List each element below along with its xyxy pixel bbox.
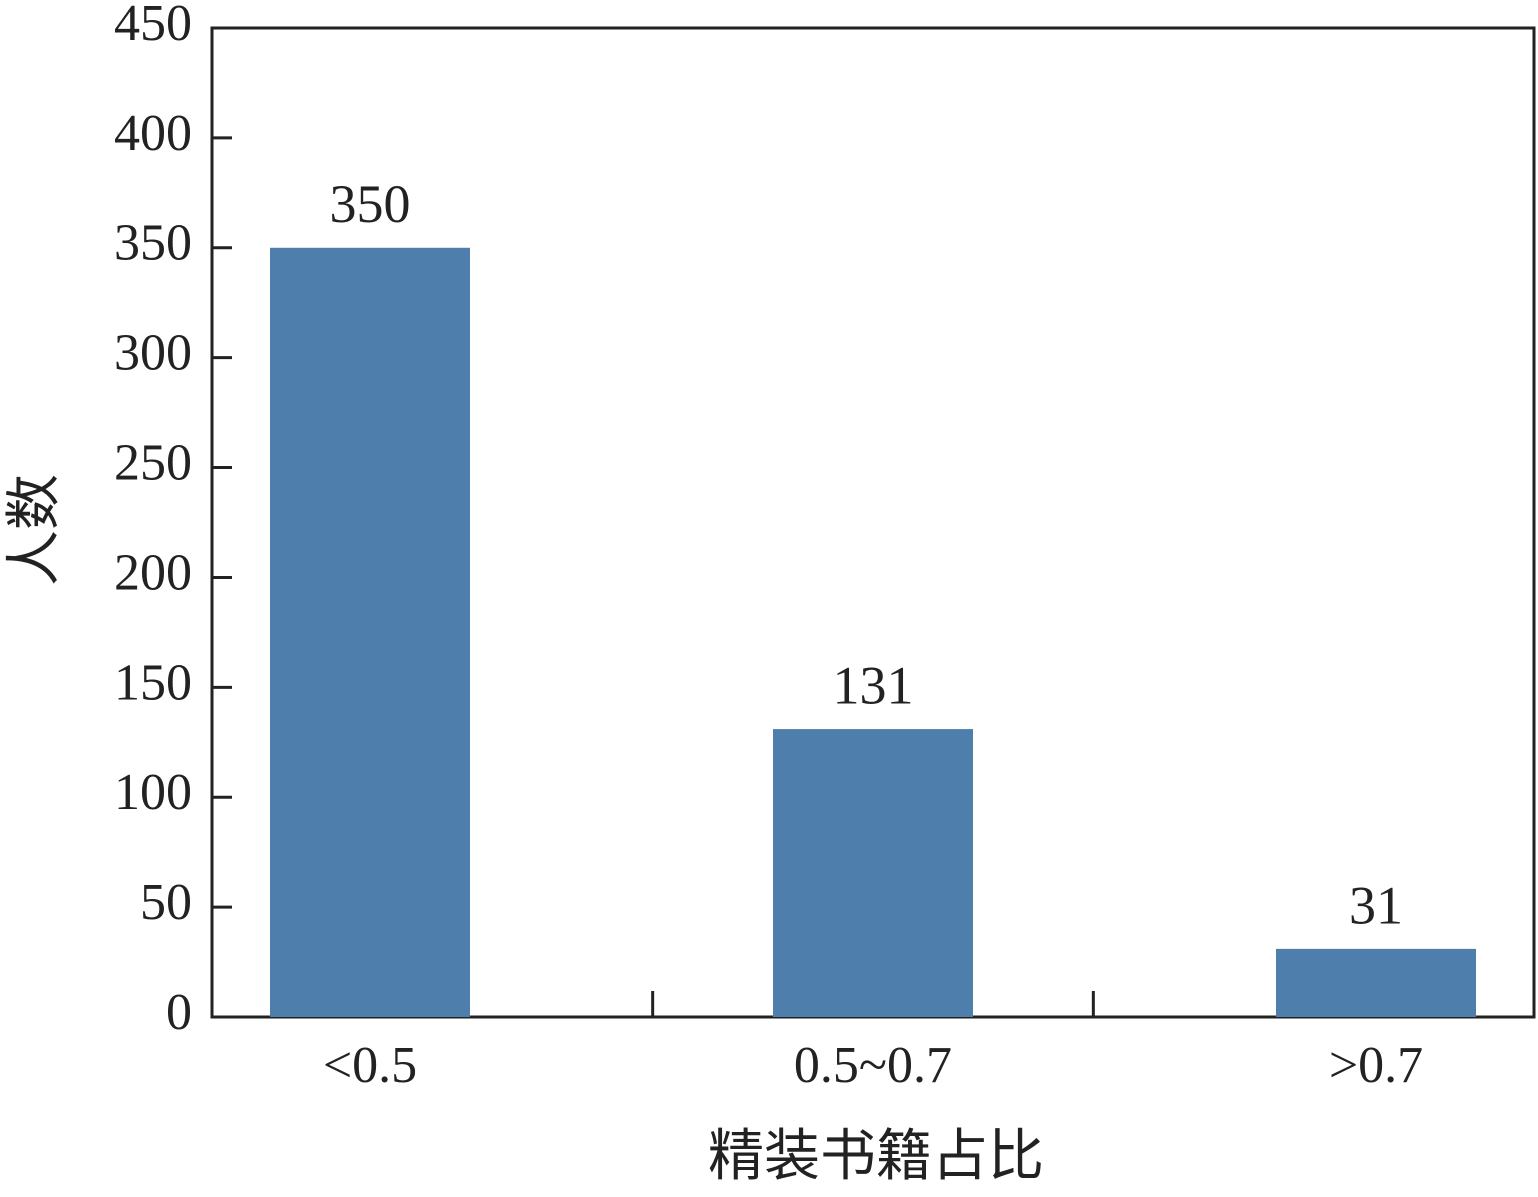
y-tick-label: 400: [114, 105, 192, 162]
y-tick-label: 250: [114, 434, 192, 491]
value-label: 350: [330, 174, 411, 234]
bar: [773, 729, 973, 1017]
y-tick-label: 350: [114, 215, 192, 272]
y-tick-label: 200: [114, 544, 192, 601]
x-tick-label: >0.7: [1329, 1037, 1423, 1094]
x-tick-label: <0.5: [323, 1037, 417, 1094]
y-tick-label: 150: [114, 654, 192, 711]
y-axis-title: 人数: [4, 474, 66, 586]
x-tick-label: 0.5~0.7: [794, 1037, 952, 1094]
y-tick-label: 450: [114, 0, 192, 52]
value-label: 31: [1349, 875, 1403, 935]
bar: [1276, 948, 1476, 1017]
y-tick-label: 50: [140, 874, 192, 931]
y-tick-label: 300: [114, 325, 192, 382]
x-axis-title: 精装书籍占比: [708, 1126, 1044, 1188]
bar: [270, 247, 470, 1017]
y-tick-label: 100: [114, 764, 192, 821]
value-label: 131: [833, 655, 914, 715]
y-tick-label: 0: [166, 984, 192, 1041]
